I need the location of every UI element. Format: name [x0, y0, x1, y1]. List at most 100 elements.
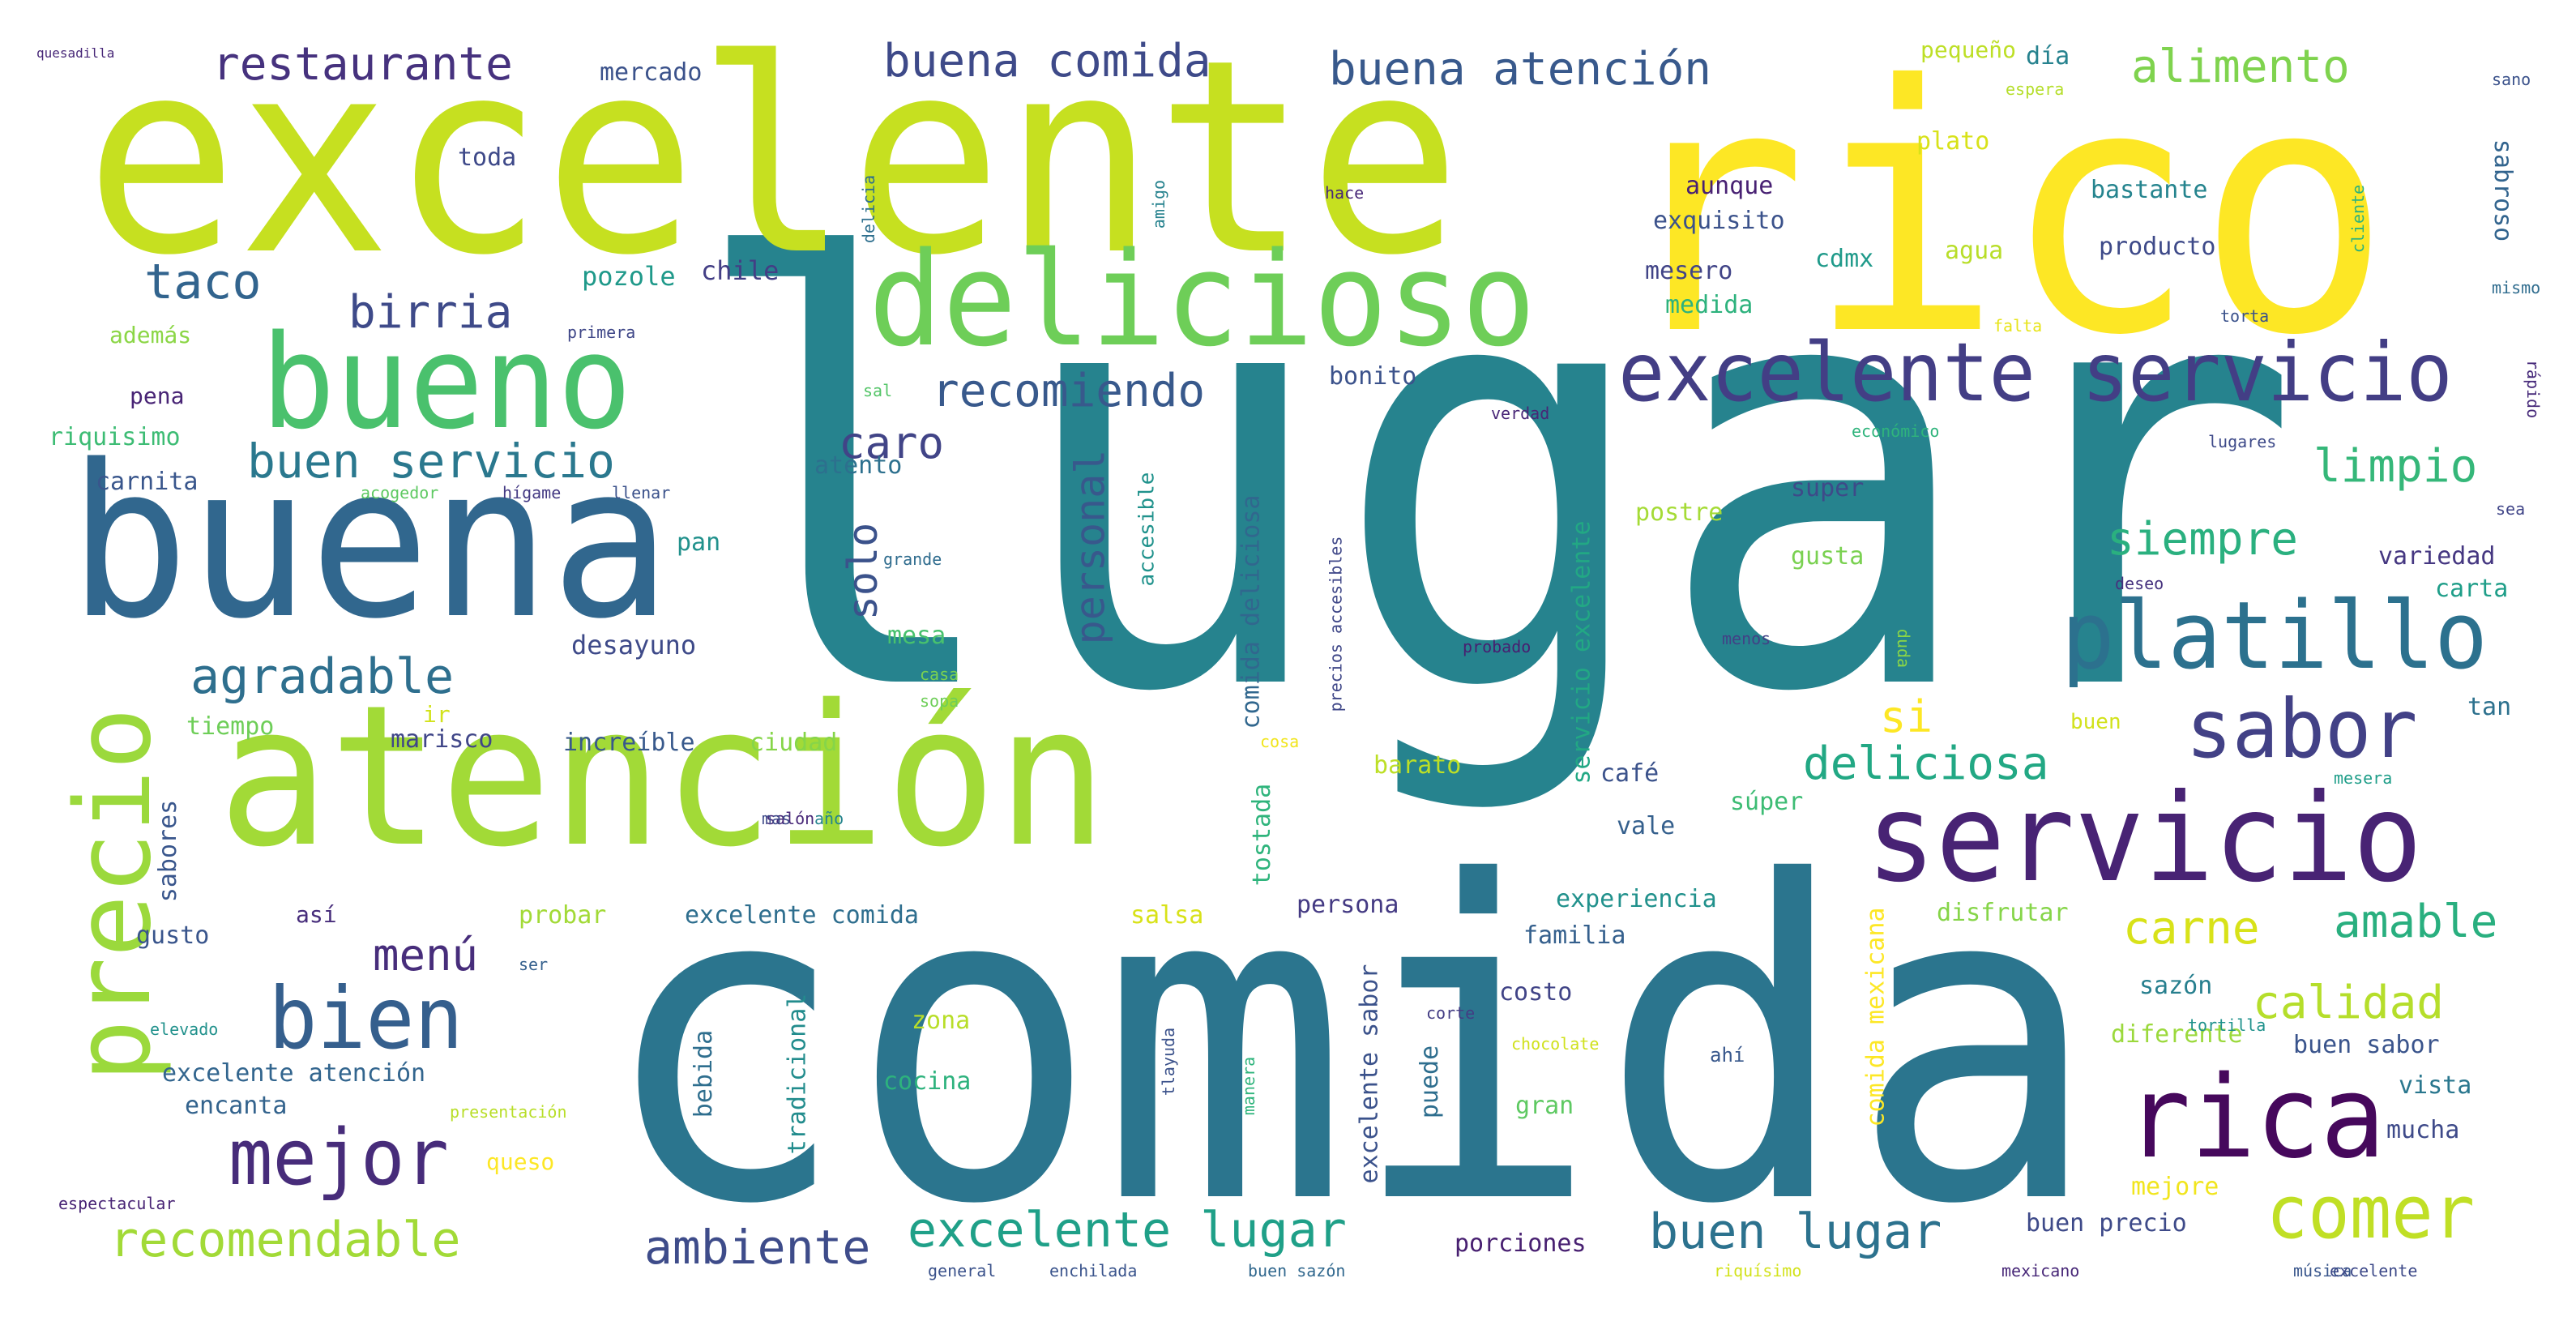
word-carta: carta	[2435, 575, 2509, 603]
word-tan: tan	[2467, 693, 2512, 721]
word-ser: ser	[519, 955, 549, 974]
word-llenar: llenar	[612, 483, 671, 502]
word-torta: torta	[2220, 306, 2270, 326]
word-postre: postre	[1635, 498, 1724, 527]
word-sabor: sabor	[2185, 682, 2418, 776]
word-personal: personal	[1066, 449, 1114, 645]
word-amigo: amigo	[1149, 179, 1169, 229]
word-musica-recomendado: música	[2293, 1261, 2352, 1280]
word-sabroso: sabroso	[2488, 139, 2518, 242]
word-salsa: salsa	[1130, 901, 1204, 930]
word-elevado: elevado	[150, 1020, 219, 1039]
word-costo: costo	[1499, 978, 1573, 1007]
word-corte: corte	[1426, 1003, 1476, 1023]
word-birria: birria	[348, 286, 513, 339]
word-vale: vale	[1617, 812, 1676, 840]
word-familia: familia	[1523, 921, 1626, 950]
word-experiencia: experiencia	[1556, 885, 1717, 913]
word-excelente: excelente	[84, 2, 1462, 314]
word-limpio: limpio	[2313, 440, 2478, 493]
word-vista: vista	[2399, 1071, 2472, 1100]
word-riquisimo: riquisimo	[49, 423, 181, 451]
word-menu: menú	[373, 930, 479, 981]
word-mexicano: mexicano	[2001, 1261, 2080, 1280]
word-buen-sazon: buen sazón	[1248, 1261, 1346, 1280]
word-buen-precio: buen precio	[2026, 1209, 2187, 1238]
word-exquisito: exquisito	[1653, 207, 1785, 235]
word-comer: comer	[2266, 1170, 2476, 1255]
word-ano: año	[814, 809, 844, 828]
word-taco: taco	[144, 254, 262, 310]
word-tlayuda: tlayuda	[1159, 1027, 1179, 1097]
word-bonito: bonito	[1329, 362, 1417, 391]
word-carnita: carnita	[96, 468, 199, 496]
word-mesero: mesero	[1645, 257, 1733, 285]
word-mercado: mercado	[600, 58, 703, 87]
word-sopa: sopa	[920, 691, 959, 711]
word-pollo: excelente	[2330, 1261, 2418, 1280]
word-verdad: verdad	[1491, 404, 1550, 423]
word-rico: rico	[1613, 14, 2392, 410]
word-ciudad: ciudad	[750, 729, 838, 757]
word-mismo: mismo	[2492, 278, 2541, 297]
word-riquisimo2: riquísimo	[1714, 1261, 1802, 1280]
word-bebida: bebida	[690, 1029, 719, 1118]
word-gusto: gusto	[136, 921, 210, 950]
word-tostada: tostada	[1248, 783, 1277, 887]
word-recomiendo: recomiendo	[932, 365, 1206, 417]
word-caro: caro	[839, 417, 945, 468]
word-medida: medida	[1665, 291, 1754, 319]
word-excelente-servicio: excelente servicio	[1618, 325, 2453, 420]
word-precios-accesibles: precios accesibles	[1326, 536, 1346, 712]
word-tradicional: tradicional	[783, 993, 812, 1155]
word-variedad: variedad	[2378, 542, 2496, 571]
word-buen-servicio: buen servicio	[247, 434, 615, 489]
word-menos: menos	[1722, 629, 1771, 648]
word-mejor: mejor	[229, 1114, 449, 1203]
word-chocolate: chocolate	[1511, 1034, 1600, 1054]
word-cafe: café	[1600, 759, 1660, 788]
word-rica: rica	[2125, 1052, 2386, 1184]
word-excelente-comida: excelente comida	[685, 901, 919, 930]
word-super: super	[1791, 474, 1865, 502]
word-salon: salón	[766, 809, 815, 828]
word-hace: hace	[1325, 183, 1365, 203]
word-falta: falta	[1993, 316, 2043, 336]
word-plato: plato	[1916, 127, 1990, 156]
word-tiempo: tiempo	[186, 712, 275, 741]
word-buena-comida: buena comida	[883, 35, 1211, 88]
word-buen-lugar: buen lugar	[1649, 1203, 1942, 1260]
word-casa: casa	[920, 665, 959, 684]
word-solo: solo	[839, 522, 887, 621]
word-duda: duda	[1894, 628, 1914, 669]
word-puede: puede	[1416, 1045, 1445, 1119]
word-disfrutar: disfrutar	[1937, 899, 2069, 927]
word-enchilada: enchilada	[1049, 1261, 1138, 1280]
word-persona: persona	[1297, 891, 1399, 919]
word-ahi: ahí	[1710, 1044, 1745, 1067]
word-platillo: platillo	[2061, 582, 2488, 690]
word-desayuno: desayuno	[571, 630, 697, 660]
word-si: si	[1880, 691, 1933, 742]
word-toda: toda	[458, 143, 517, 172]
word-higame: hígame	[502, 483, 562, 502]
word-buena-atencion: buena atención	[1329, 43, 1712, 96]
word-quesadilla: quesadilla	[36, 45, 115, 61]
word-increible: increíble	[563, 729, 695, 757]
word-mesa: mesa	[887, 622, 946, 650]
word-tortilla: tortilla	[2188, 1015, 2266, 1035]
word-buen-sabor: buen sabor	[2293, 1031, 2440, 1059]
word-recomendable: recomendable	[109, 1212, 461, 1268]
word-mejore: mejore	[2131, 1173, 2219, 1201]
word-alimento: alimento	[2131, 41, 2350, 93]
word-servicio: servicio	[1866, 768, 2423, 909]
word-calidad: calidad	[2253, 977, 2445, 1029]
word-comida: comida	[598, 791, 2100, 1300]
word-chile: chile	[701, 255, 780, 286]
word-porciones: porciones	[1455, 1229, 1587, 1258]
word-general: general	[928, 1261, 997, 1280]
word-delicioso: delicioso	[868, 224, 1536, 375]
word-excelente-sabor: excelente sabor	[1355, 964, 1384, 1184]
word-espectacular: espectacular	[58, 1194, 176, 1213]
